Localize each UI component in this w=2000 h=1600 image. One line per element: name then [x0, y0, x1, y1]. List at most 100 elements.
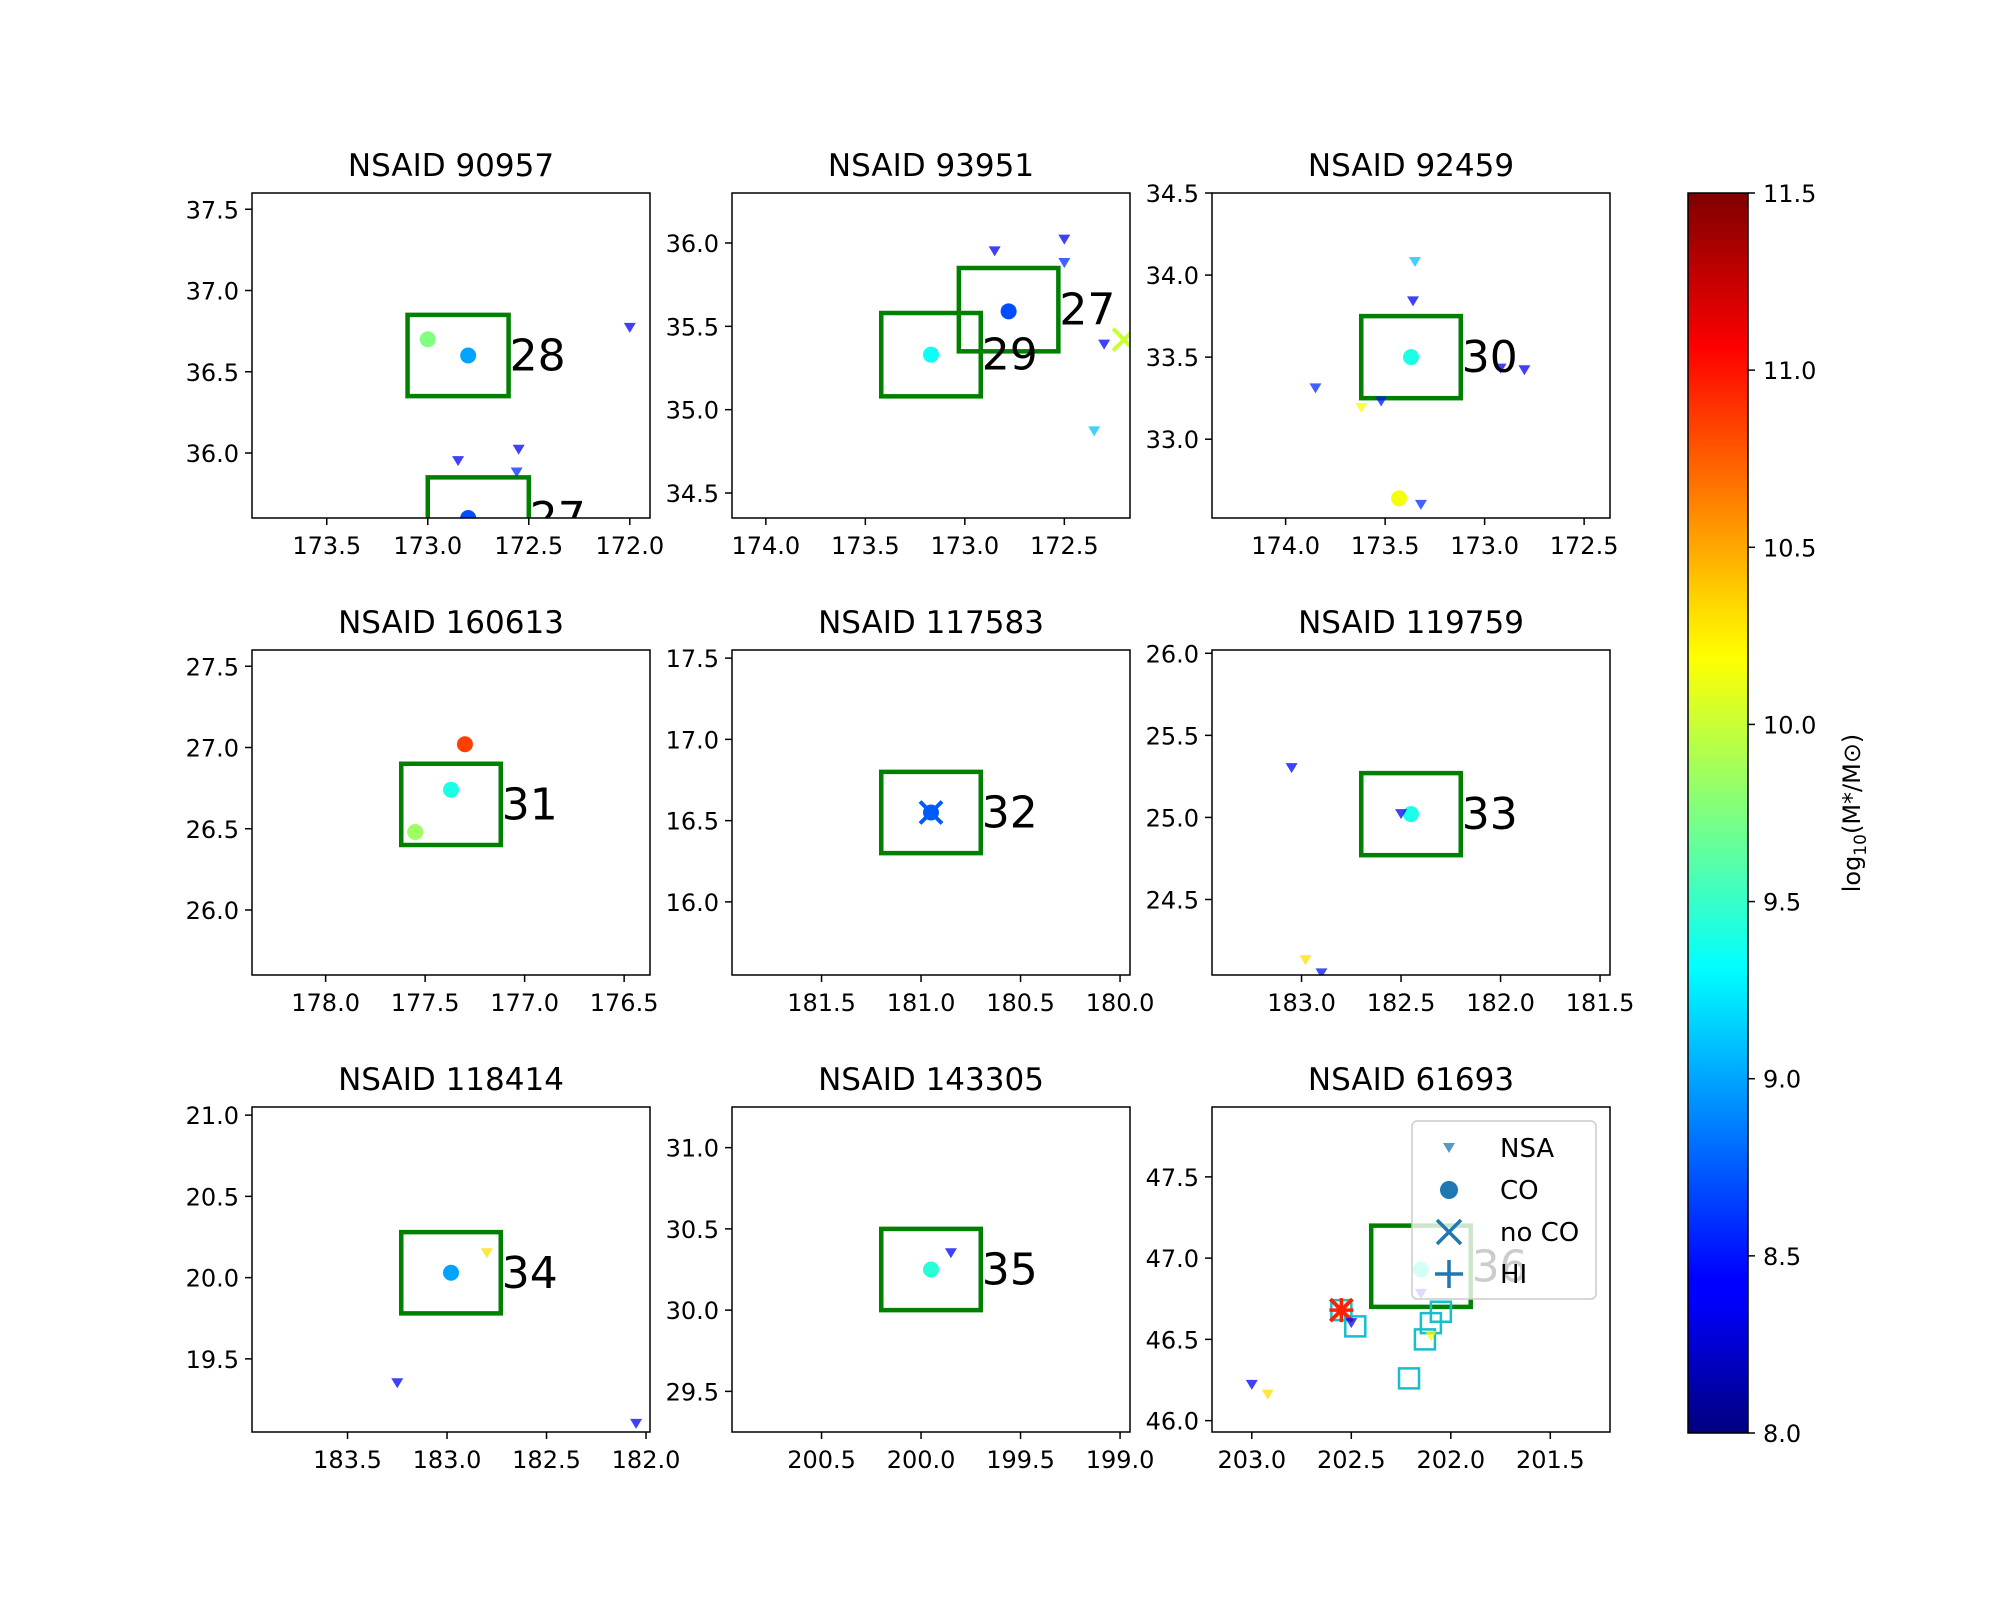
- y-tick-label: 34.5: [666, 480, 719, 508]
- nsa-point: [1518, 365, 1531, 376]
- box-label: 29: [982, 330, 1038, 381]
- x-tick-label: 182.5: [512, 1446, 581, 1474]
- y-tick-label: 34.5: [1146, 180, 1199, 208]
- nsa-point: [1414, 499, 1427, 510]
- panel-title: NSAID 117583: [818, 605, 1044, 641]
- plot-area: 33: [1285, 763, 1518, 975]
- co-point: [443, 1264, 459, 1281]
- x-tick-label: 180.0: [1086, 989, 1155, 1017]
- y-tick-label: 20.5: [186, 1183, 239, 1211]
- x-tick-label: 174.0: [1251, 532, 1320, 560]
- x-tick-label: 182.0: [1466, 989, 1535, 1017]
- y-tick-label: 35.5: [666, 313, 719, 341]
- nsa-point: [1375, 396, 1388, 407]
- nsa-point: [1395, 809, 1408, 820]
- co-point: [456, 736, 473, 753]
- co-point: [923, 346, 939, 363]
- box-label: 30: [1462, 332, 1518, 383]
- nsa-point: [1315, 968, 1328, 975]
- panel-title: NSAID 118414: [338, 1062, 564, 1098]
- nsa-point: [1408, 256, 1421, 267]
- panel-frame: [251, 649, 651, 976]
- y-tick-label: 30.5: [666, 1216, 719, 1244]
- panel-frame: [251, 1106, 651, 1433]
- nsa-point: [391, 1378, 404, 1389]
- plot-area: 28 27: [405, 312, 636, 544]
- box-label: 32: [982, 788, 1038, 839]
- nsa-point: [1345, 1318, 1358, 1329]
- x-tick-label: 173.5: [1351, 532, 1420, 560]
- y-tick-label: 33.0: [1146, 426, 1199, 454]
- y-tick-label: 47.5: [1146, 1164, 1199, 1192]
- co-point: [460, 510, 477, 518]
- region-box: [956, 265, 1061, 354]
- colorbar-label: log10(M*/M⊙): [1838, 734, 1871, 893]
- panel-frame: [1211, 192, 1611, 519]
- colorbar-tick-label: 9.0: [1763, 1066, 1801, 1094]
- nsa-point: [988, 246, 1001, 257]
- y-tick-label: 26.0: [1146, 640, 1199, 668]
- co-point: [1403, 349, 1419, 366]
- nsa-point: [1098, 339, 1111, 350]
- legend-frame: [1411, 1120, 1597, 1300]
- box-label: 34: [502, 1248, 558, 1299]
- nsa-point: [1494, 363, 1507, 374]
- x-tick-label: 181.5: [787, 989, 856, 1017]
- region-box: [405, 312, 511, 399]
- nsa-point: [512, 444, 525, 455]
- x-tick-label: 177.0: [490, 989, 559, 1017]
- legend-label: no CO: [1500, 1218, 1579, 1248]
- x-tick-label: 174.0: [731, 532, 800, 560]
- x-tick-label: 181.0: [887, 989, 956, 1017]
- x-tick-label: 173.0: [393, 532, 462, 560]
- box-label: 27: [530, 493, 586, 544]
- panel-frame: [731, 192, 1131, 519]
- x-tick-label: 173.5: [292, 532, 361, 560]
- x-tick-label: 177.5: [391, 989, 460, 1017]
- y-tick-label: 24.5: [1146, 886, 1199, 914]
- y-tick-label: 21.0: [186, 1102, 239, 1130]
- y-tick-label: 47.0: [1146, 1245, 1199, 1273]
- legend-nsa-icon: [1443, 1143, 1455, 1153]
- hi-square: [1413, 1328, 1437, 1351]
- x-tick-label: 202.5: [1317, 1446, 1386, 1474]
- colorbar-tick-label: 8.0: [1763, 1420, 1801, 1448]
- hi-square: [1397, 1367, 1421, 1390]
- box-label: 27: [1059, 285, 1115, 336]
- x-tick-label: 183.0: [1267, 989, 1336, 1017]
- plot-area: 35: [879, 1226, 1038, 1313]
- y-tick-label: 30.0: [666, 1297, 719, 1325]
- y-tick-label: 16.5: [666, 808, 719, 836]
- plot-area: 30: [1309, 256, 1531, 510]
- panel-frame: [1211, 649, 1611, 976]
- hi-square: [1344, 1315, 1367, 1338]
- legend-no-co-icon: [1435, 1218, 1463, 1246]
- y-tick-label: 37.0: [186, 278, 239, 306]
- panel-frame: [731, 1106, 1131, 1433]
- x-tick-label: 176.5: [590, 989, 659, 1017]
- x-tick-label: 172.0: [595, 532, 664, 560]
- panel-title: NSAID 143305: [818, 1062, 1044, 1098]
- region-box: [1359, 313, 1463, 401]
- co-point: [1403, 806, 1419, 823]
- hi-square: [1429, 1300, 1453, 1323]
- panel-title: NSAID 119759: [1298, 605, 1524, 641]
- region-box: [1359, 770, 1463, 858]
- co-point: [923, 1261, 939, 1278]
- box-label: 28: [510, 331, 566, 382]
- y-tick-label: 36.5: [186, 359, 239, 387]
- x-tick-label: 182.0: [612, 1446, 681, 1474]
- x-tick-label: 183.0: [413, 1446, 482, 1474]
- panel-title: NSAID 90957: [348, 148, 554, 184]
- panel-1: 28 27 NSAID 90957 173.5 173.0 172.5 172.0 36.0 3…: [186, 148, 665, 560]
- y-tick-label: 36.0: [666, 230, 719, 258]
- y-tick-label: 17.0: [666, 726, 719, 754]
- panel-title: NSAID 61693: [1308, 1062, 1514, 1098]
- nsa-point: [1261, 1389, 1274, 1400]
- region-box: [425, 475, 532, 518]
- nsa-point: [1424, 1331, 1437, 1342]
- nsa-point: [1058, 258, 1071, 268]
- panel-6: 33 NSAID 119759 183.0 182.5 182.0 181.5 24.5 25…: [1146, 605, 1635, 1017]
- co-point: [1000, 303, 1017, 320]
- panel-title: NSAID 93951: [828, 148, 1034, 184]
